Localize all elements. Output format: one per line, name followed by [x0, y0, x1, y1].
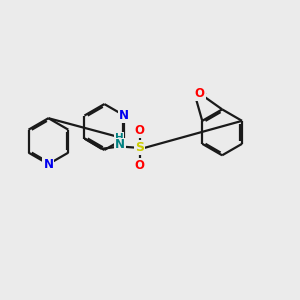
Text: N: N	[115, 139, 125, 152]
Text: O: O	[135, 158, 145, 172]
Text: S: S	[135, 141, 144, 154]
Text: O: O	[135, 124, 145, 137]
Text: H: H	[115, 133, 124, 143]
Text: N: N	[119, 109, 129, 122]
Text: O: O	[195, 87, 205, 100]
Text: N: N	[44, 158, 53, 171]
